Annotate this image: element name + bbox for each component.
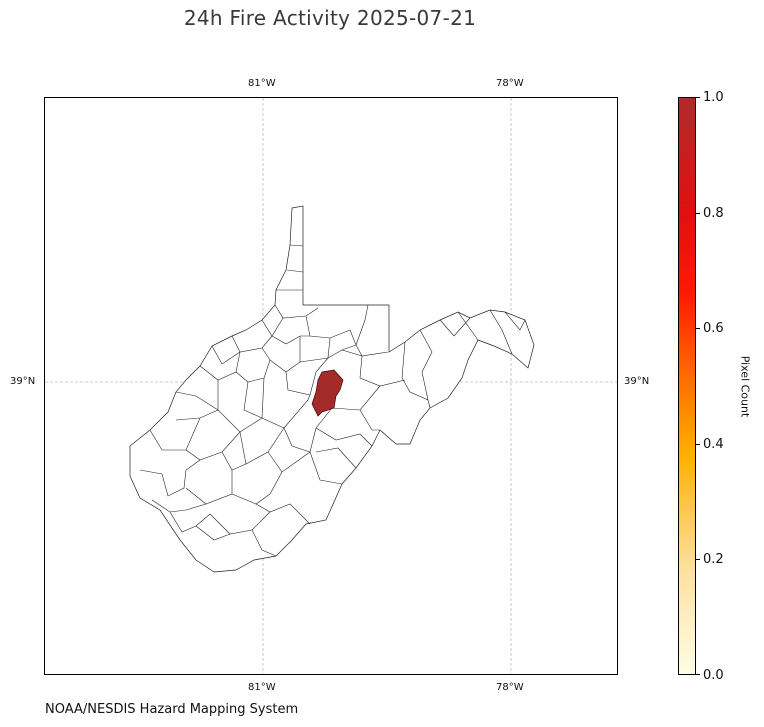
colorbar-tick-label: 1.0 (703, 90, 724, 105)
colorbar-tickmark-0.4 (696, 444, 700, 445)
lon-tick-top-81w: 81°W (248, 78, 276, 89)
map-title: 24h Fire Activity 2025-07-21 (183, 6, 477, 30)
lat-tick-right-39n: 39°N (624, 376, 650, 387)
fire-county-highlight (311, 369, 344, 417)
colorbar-tick-label: 0.0 (703, 668, 724, 683)
colorbar-tickmark-0.6 (696, 328, 700, 329)
colorbar-tick-label: 0.8 (703, 206, 724, 221)
colorbar-tick-label: 0.4 (703, 437, 724, 452)
colorbar-tickmark-0.2 (696, 559, 700, 560)
lon-tick-bottom-81w: 81°W (248, 682, 276, 693)
colorbar-tickmark-1 (696, 97, 700, 98)
colorbar-title: Pixel Count (738, 355, 752, 418)
map-frame (44, 97, 618, 675)
colorbar (678, 97, 696, 675)
county-boundaries (139, 244, 526, 557)
colorbar-tick-label: 0.6 (703, 321, 724, 336)
colorbar-tickmark-0.8 (696, 213, 700, 214)
colorbar-tickmark-0 (696, 674, 700, 675)
lon-tick-bottom-78w: 78°W (496, 682, 524, 693)
credit-text: NOAA/NESDIS Hazard Mapping System (45, 702, 299, 717)
lat-tick-left-39n: 39°N (10, 376, 36, 387)
lon-tick-top-78w: 78°W (496, 78, 524, 89)
colorbar-tick-label: 0.2 (703, 552, 724, 567)
